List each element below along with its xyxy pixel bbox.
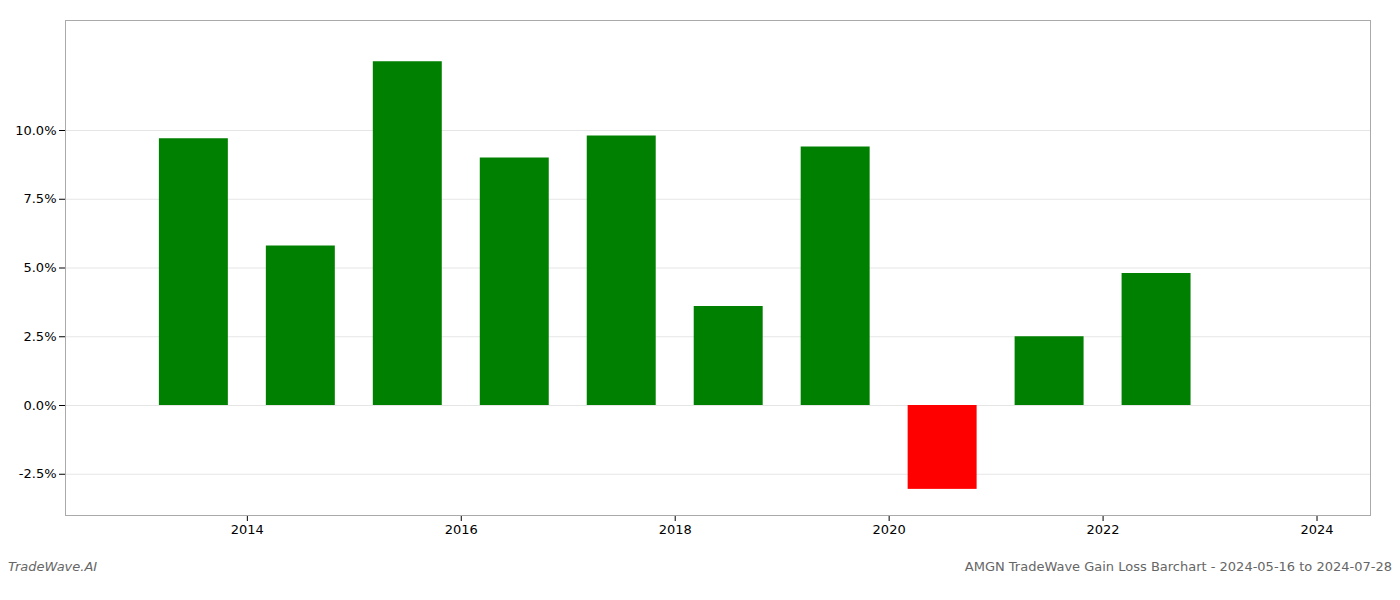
html-text:AMGN TradeWave Gain Loss Barch: AMGN TradeWave Gain Loss Barchart - 2024… bbox=[964, 559, 1392, 574]
svg-text:10.0%: 10.0% bbox=[15, 123, 56, 138]
svg-text:-2.5%: -2.5% bbox=[19, 466, 57, 481]
svg-text:0.0%: 0.0% bbox=[23, 398, 56, 413]
svg-text:2018: 2018 bbox=[659, 522, 692, 537]
html-text:TradeWave.AI: TradeWave.AI bbox=[8, 559, 98, 574]
svg-text:2024: 2024 bbox=[1300, 522, 1333, 537]
svg-text:2022: 2022 bbox=[1087, 522, 1120, 537]
svg-text:2.5%: 2.5% bbox=[23, 329, 56, 344]
svg-text:2014: 2014 bbox=[231, 522, 264, 537]
svg-text:2016: 2016 bbox=[445, 522, 478, 537]
svg-text:7.5%: 7.5% bbox=[23, 191, 56, 206]
svg-text:5.0%: 5.0% bbox=[23, 260, 56, 275]
svg-text:2020: 2020 bbox=[873, 522, 906, 537]
